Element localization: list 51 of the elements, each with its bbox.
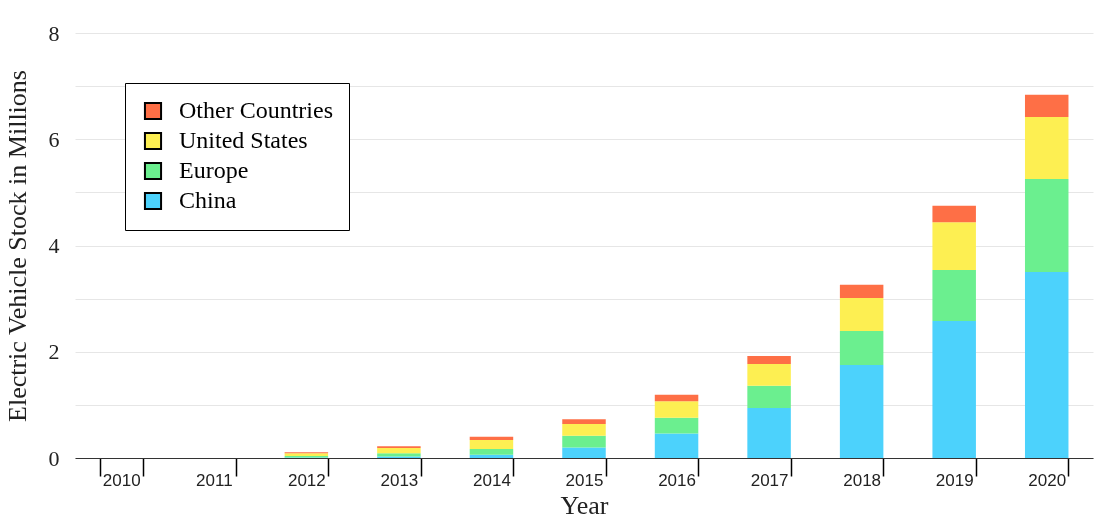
legend-label: Other Countries [179,97,333,123]
bar [839,331,884,366]
y-tick-label: 4 [48,233,60,258]
bar [1024,116,1069,180]
legend-label: Europe [179,157,249,183]
bar [654,433,699,458]
x-tick-label: 2017 [750,470,789,490]
bar [562,424,606,436]
bar [932,320,976,458]
bar [747,363,791,386]
bar [654,394,699,402]
x-tick-label: 2013 [380,470,419,490]
legend-label: United States [179,127,308,153]
bar [469,448,514,455]
bar [1024,94,1069,117]
bar [747,356,791,364]
bar [469,454,514,458]
bar [562,435,606,448]
bar [747,408,791,458]
y-axis-title: Electric Vehicle Stock in Millions [2,70,32,422]
bar [562,447,606,458]
x-axis-title: Year [560,490,609,520]
bar [839,284,884,299]
bar [377,447,421,454]
x-tick-label: 2016 [658,470,696,490]
y-tick-label: 2 [48,339,60,365]
y-tick-label: 0 [48,445,60,471]
bar [654,401,699,418]
bar [1024,272,1069,458]
bar [1024,179,1069,273]
bar [932,269,976,321]
bar [932,222,976,270]
bar [932,205,976,223]
x-tick-label: 2018 [843,470,882,490]
bar [469,439,514,449]
bar [562,419,606,424]
y-tick-label: 8 [48,20,60,46]
bar [747,385,791,409]
x-tick-label: 2010 [102,470,141,490]
bar [839,298,884,332]
x-tick-label: 2020 [1028,470,1067,490]
x-tick-label: 2011 [196,470,233,490]
x-tick-label: 2012 [287,470,326,490]
x-tick-label: 2019 [935,470,974,490]
legend-label: China [179,187,237,213]
bar [654,417,699,434]
bar [839,365,884,458]
x-tick-label: 2014 [473,470,511,490]
x-tick-label: 2015 [565,470,604,490]
y-tick-label: 6 [48,126,60,152]
bar [469,436,514,440]
